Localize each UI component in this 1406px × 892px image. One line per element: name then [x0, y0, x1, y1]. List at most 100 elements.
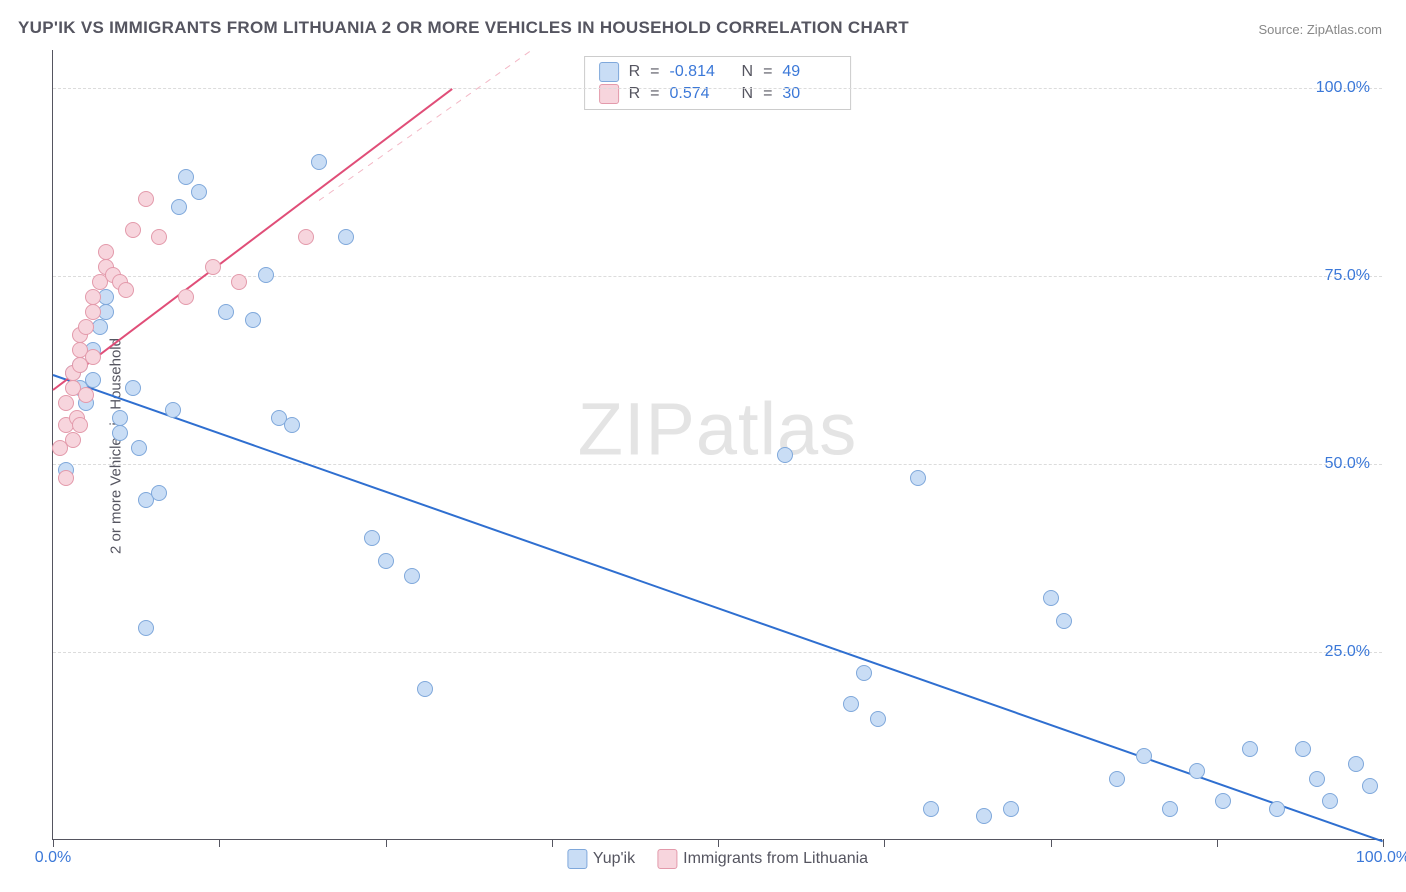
data-point [777, 447, 793, 463]
data-point [1348, 756, 1364, 772]
y-tick-label: 75.0% [1325, 267, 1370, 285]
data-point [78, 319, 94, 335]
legend-n-value: 49 [782, 63, 836, 81]
trend-line [319, 50, 532, 201]
data-point [118, 282, 134, 298]
data-point [404, 568, 420, 584]
data-point [1322, 793, 1338, 809]
data-point [1269, 801, 1285, 817]
x-tick-mark [1051, 839, 1052, 847]
x-tick-mark [552, 839, 553, 847]
watermark-zip: ZIP [578, 387, 696, 470]
legend-label: Immigrants from Lithuania [683, 850, 868, 868]
data-point [138, 191, 154, 207]
series-legend: Yup'ik Immigrants from Lithuania [567, 849, 868, 869]
y-tick-label: 25.0% [1325, 643, 1370, 661]
gridline [53, 652, 1382, 653]
data-point [1136, 748, 1152, 764]
legend-item: Immigrants from Lithuania [657, 849, 868, 869]
data-point [311, 154, 327, 170]
data-point [65, 432, 81, 448]
data-point [1295, 741, 1311, 757]
data-point [218, 304, 234, 320]
legend-swatch [599, 62, 619, 82]
data-point [1056, 613, 1072, 629]
data-point [178, 169, 194, 185]
gridline [53, 88, 1382, 89]
legend-swatch [567, 849, 587, 869]
data-point [98, 244, 114, 260]
data-point [1003, 801, 1019, 817]
gridline [53, 464, 1382, 465]
data-point [125, 380, 141, 396]
trend-line [52, 88, 452, 391]
data-point [112, 410, 128, 426]
x-tick-mark [53, 839, 54, 847]
y-tick-label: 50.0% [1325, 455, 1370, 473]
x-tick-mark [1217, 839, 1218, 847]
x-tick-label: 100.0% [1356, 849, 1406, 867]
data-point [923, 801, 939, 817]
data-point [151, 485, 167, 501]
data-point [1189, 763, 1205, 779]
data-point [378, 553, 394, 569]
data-point [72, 417, 88, 433]
legend-row: R=-0.814N=49 [599, 61, 837, 83]
data-point [258, 267, 274, 283]
source-attribution: Source: ZipAtlas.com [1258, 22, 1382, 37]
legend-r-value: -0.814 [670, 63, 724, 81]
legend-n-label: N [742, 63, 754, 81]
data-point [85, 349, 101, 365]
data-point [78, 387, 94, 403]
x-tick-mark [718, 839, 719, 847]
x-tick-mark [219, 839, 220, 847]
data-point [284, 417, 300, 433]
plot-area: ZIPatlas R=-0.814N=49R=0.574N=30 Yup'ikI… [52, 50, 1382, 840]
gridline [53, 276, 1382, 277]
correlation-legend: R=-0.814N=49R=0.574N=30 [584, 56, 852, 110]
data-point [870, 711, 886, 727]
data-point [205, 259, 221, 275]
data-point [171, 199, 187, 215]
data-point [165, 402, 181, 418]
data-point [417, 681, 433, 697]
chart-container: YUP'IK VS IMMIGRANTS FROM LITHUANIA 2 OR… [0, 0, 1406, 892]
data-point [910, 470, 926, 486]
data-point [138, 620, 154, 636]
data-point [1162, 801, 1178, 817]
legend-r-label: R [629, 63, 641, 81]
data-point [231, 274, 247, 290]
data-point [131, 440, 147, 456]
legend-item: Yup'ik [567, 849, 635, 869]
data-point [843, 696, 859, 712]
legend-swatch [657, 849, 677, 869]
y-tick-label: 100.0% [1316, 79, 1370, 97]
data-point [191, 184, 207, 200]
data-point [151, 229, 167, 245]
watermark: ZIPatlas [578, 386, 857, 471]
data-point [85, 372, 101, 388]
legend-row: R=0.574N=30 [599, 83, 837, 105]
data-point [1309, 771, 1325, 787]
data-point [85, 289, 101, 305]
data-point [245, 312, 261, 328]
x-tick-mark [884, 839, 885, 847]
chart-title: YUP'IK VS IMMIGRANTS FROM LITHUANIA 2 OR… [18, 18, 909, 38]
data-point [58, 395, 74, 411]
data-point [298, 229, 314, 245]
data-point [1109, 771, 1125, 787]
data-point [125, 222, 141, 238]
data-point [112, 425, 128, 441]
x-tick-mark [386, 839, 387, 847]
x-tick-label: 0.0% [35, 849, 71, 867]
data-point [58, 470, 74, 486]
data-point [856, 665, 872, 681]
data-point [1215, 793, 1231, 809]
data-point [85, 304, 101, 320]
data-point [364, 530, 380, 546]
data-point [178, 289, 194, 305]
data-point [1362, 778, 1378, 794]
data-point [1043, 590, 1059, 606]
data-point [1242, 741, 1258, 757]
legend-label: Yup'ik [593, 850, 635, 868]
